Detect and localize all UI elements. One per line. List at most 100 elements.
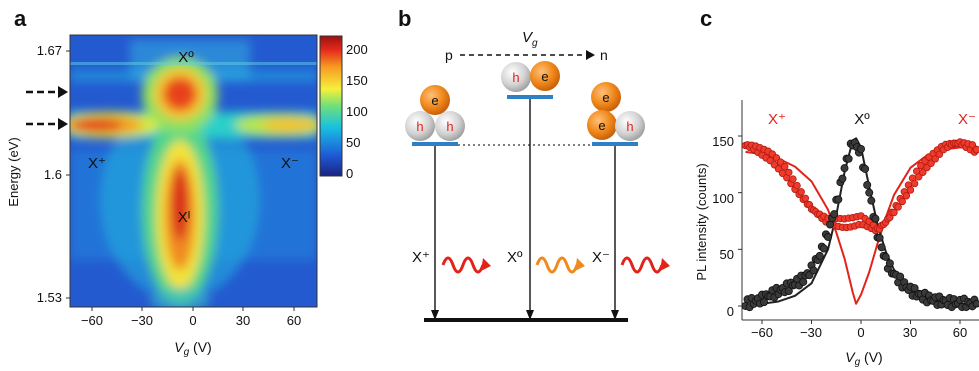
legend-x0: Xº	[854, 111, 870, 128]
panel-c-xticks: −60 −30 0 30 60	[751, 325, 967, 340]
annotation-xminus: X⁻	[281, 155, 299, 172]
xtick-label: 60	[953, 325, 967, 340]
data-point-xplus-xminus	[890, 208, 898, 217]
n-label: n	[600, 47, 608, 63]
electron-label: e	[602, 90, 609, 105]
colorbar-tick: 100	[346, 104, 368, 119]
data-point-xplus-xminus	[972, 145, 979, 154]
panel-a-arrows	[26, 86, 68, 130]
data-point-x0	[867, 196, 876, 205]
label-xplus: X⁺	[412, 249, 430, 266]
panel-c-ylabel: PL intensity (counts)	[694, 163, 709, 280]
data-point-x0	[896, 272, 905, 281]
hole-label: h	[626, 119, 633, 134]
ytick-label: 100	[712, 191, 734, 206]
xtick-label: 0	[189, 313, 196, 328]
data-point-x0	[799, 277, 808, 286]
xtick-label: 0	[857, 325, 864, 340]
hole-label: h	[512, 70, 519, 85]
data-point-x0	[881, 252, 890, 261]
panel-b-label: b	[398, 6, 411, 31]
panel-c-ticks	[738, 135, 961, 324]
photon-wave-xplus	[441, 256, 485, 274]
data-point-xplus-xminus	[919, 168, 927, 176]
gate-label: Vg	[522, 29, 538, 49]
data-point-x0	[760, 298, 769, 307]
data-point-xplus-xminus	[776, 158, 785, 166]
data-point-xplus-xminus	[906, 186, 915, 194]
ytick-label: 1.53	[37, 290, 62, 305]
electron-label: e	[431, 93, 438, 108]
data-point-x0	[830, 210, 839, 219]
xtick-label: −60	[81, 313, 103, 328]
panel-c-xlabel: Vg (V)	[845, 349, 882, 368]
panel-a-heatmap	[69, 34, 318, 308]
data-point-x0	[784, 287, 793, 296]
data-point-x0	[809, 266, 818, 275]
data-point-x0	[885, 259, 894, 268]
photon-wave-xminus	[620, 256, 664, 274]
data-point-x0	[875, 233, 884, 242]
data-point-x0	[838, 174, 847, 183]
data-point-xplus-xminus	[785, 168, 793, 177]
xtick-label: 30	[236, 313, 250, 328]
panel-a-colorbar: 200 150 100 50 0	[319, 35, 368, 181]
xtick-label: 30	[903, 325, 917, 340]
label-x0: Xº	[507, 249, 523, 266]
fit-line	[745, 145, 977, 305]
data-point-x0	[910, 284, 919, 293]
xtick-label: 60	[287, 313, 301, 328]
data-point-x0	[815, 251, 824, 260]
data-point-x0	[824, 232, 833, 241]
panel-a-xlabel: Vg (V)	[174, 339, 211, 358]
data-point-xplus-xminus	[927, 159, 935, 167]
ytick-label: 150	[712, 134, 734, 149]
xtick-label: −30	[800, 325, 822, 340]
annotation-xplus: X⁺	[88, 155, 106, 172]
electron-label: e	[598, 118, 605, 133]
panel-a-yticks: 1.67 1.6 1.53	[37, 43, 70, 305]
xtick-label: −30	[131, 313, 153, 328]
hole-label: h	[446, 119, 453, 134]
ytick-label: 1.67	[37, 43, 62, 58]
panel-c-plot	[738, 100, 979, 324]
data-point-xplus-xminus	[935, 150, 944, 159]
panel-a-label: a	[14, 6, 27, 31]
ytick-label: 50	[720, 247, 734, 262]
data-point-x0	[871, 214, 880, 223]
data-point-xplus-xminus	[894, 203, 902, 211]
data-point-x0	[863, 181, 872, 190]
data-point-x0	[840, 164, 849, 173]
data-point-xplus-xminus	[931, 155, 939, 163]
data-point-xplus-xminus	[968, 141, 977, 149]
data-point-xplus-xminus	[797, 188, 805, 196]
data-point-x0	[972, 299, 979, 308]
xtick-label: −60	[751, 325, 773, 340]
data-point-xplus-xminus	[910, 179, 919, 188]
p-label: p	[445, 47, 453, 63]
data-point-x0	[819, 244, 828, 253]
photon-wave-x0	[535, 256, 579, 274]
data-point-x0	[834, 195, 843, 204]
hole-label: h	[416, 119, 423, 134]
data-point-xplus-xminus	[780, 163, 789, 171]
data-point-xplus-xminus	[793, 181, 801, 190]
data-point-x0	[844, 154, 853, 163]
data-point-x0	[877, 243, 886, 252]
legend-xplus: X⁺	[768, 111, 786, 128]
annotation-xi: Xᴵ	[178, 209, 191, 226]
panel-a-ylabel: Energy (eV)	[6, 137, 21, 206]
legend-xminus: X⁻	[958, 111, 976, 128]
colorbar-tick: 200	[346, 42, 368, 57]
panel-c-points	[742, 138, 979, 312]
colorbar-tick: 50	[346, 135, 360, 150]
data-point-x0	[861, 164, 870, 173]
data-point-x0	[857, 145, 866, 154]
electron-label: e	[541, 69, 548, 84]
panel-c-yticks: 150 100 50 0	[712, 134, 734, 319]
ytick-label: 1.6	[44, 167, 62, 182]
panel-c-label: c	[700, 6, 712, 31]
data-point-xplus-xminus	[789, 175, 797, 183]
data-point-xplus-xminus	[915, 173, 923, 181]
